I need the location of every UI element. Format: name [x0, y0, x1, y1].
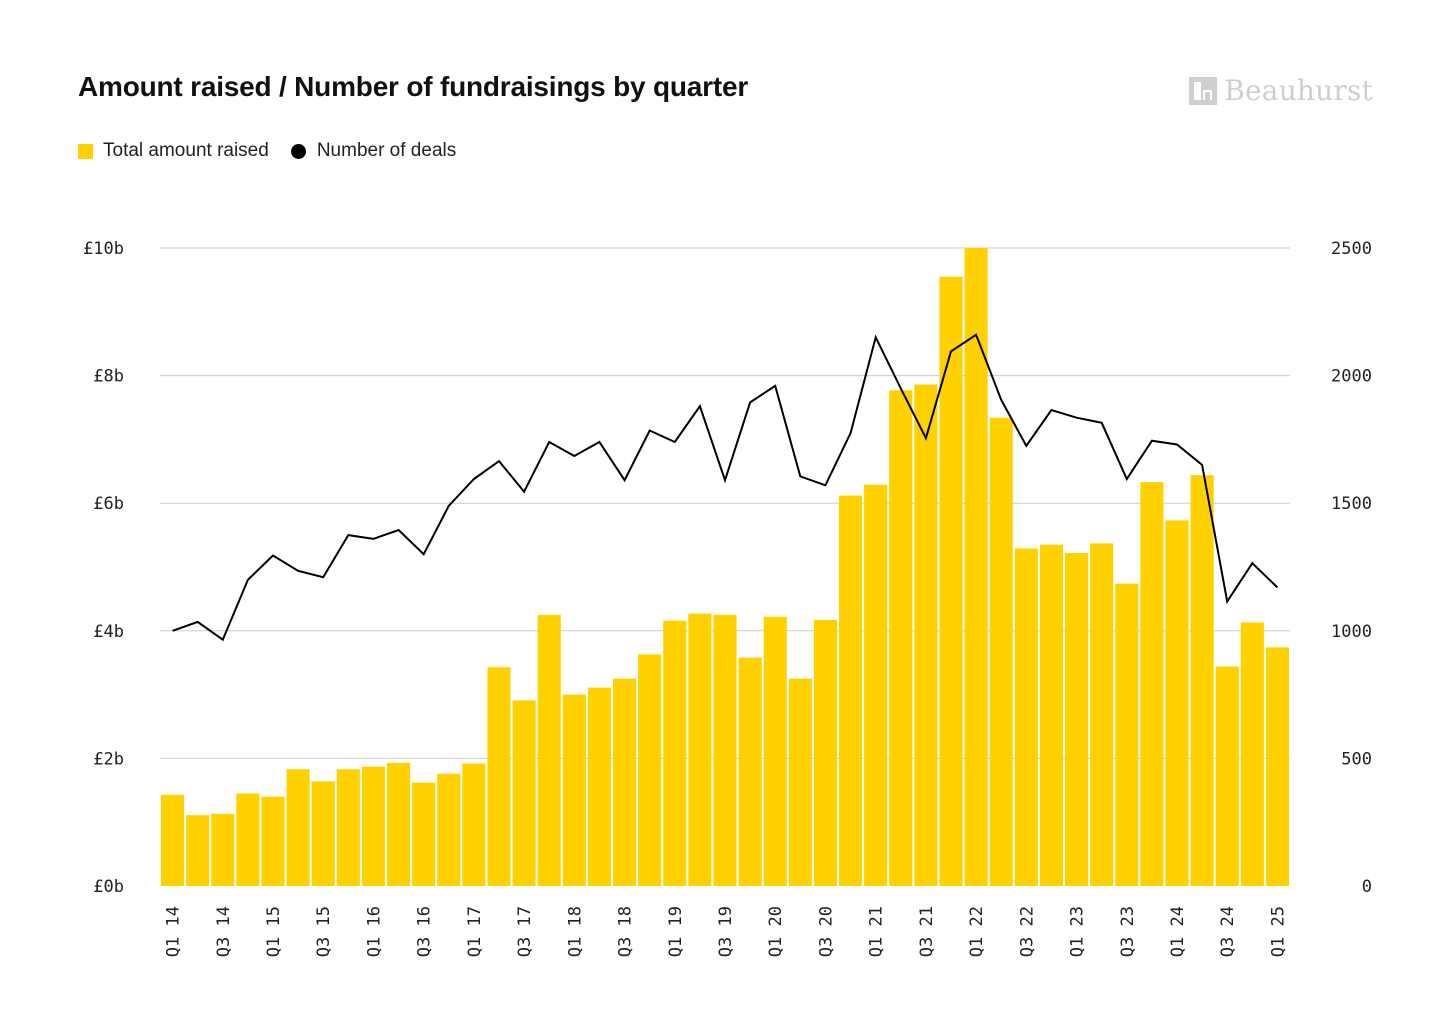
- bar-amount-raised: [839, 495, 863, 886]
- x-tick-label: Q1 16: [364, 906, 384, 957]
- x-tick-label: Q1 19: [666, 906, 686, 957]
- y-left-tick-label: £0b: [93, 877, 124, 897]
- bar-amount-raised: [462, 763, 486, 886]
- bar-amount-raised: [311, 781, 335, 886]
- bar-amount-raised: [487, 667, 511, 886]
- bar-amount-raised: [763, 616, 787, 886]
- bar-amount-raised: [864, 484, 888, 886]
- y-right-tick-label: 0: [1362, 877, 1372, 897]
- bar-amount-raised: [1115, 583, 1139, 886]
- bar-amount-raised: [1215, 666, 1239, 886]
- y-right-tick-label: 1000: [1331, 622, 1372, 642]
- x-tick-label: Q3 19: [716, 906, 736, 957]
- bar-amount-raised: [964, 248, 988, 886]
- brand-logo: Beauhurst: [1189, 74, 1373, 107]
- bar-amount-raised: [613, 678, 637, 886]
- legend-swatch-amount: [78, 143, 93, 159]
- y-left-tick-label: £2b: [93, 749, 124, 769]
- bar-amount-raised: [1240, 622, 1264, 886]
- legend-label-amount: Total amount raised: [103, 140, 269, 161]
- bar-amount-raised: [186, 815, 210, 886]
- bar-amount-raised: [738, 657, 762, 886]
- brand-name: Beauhurst: [1224, 74, 1373, 107]
- x-tick-label: Q3 20: [816, 906, 836, 957]
- x-tick-label: Q1 17: [465, 906, 485, 957]
- bar-amount-raised: [1140, 482, 1164, 886]
- x-tick-label: Q3 21: [917, 906, 937, 957]
- x-tick-label: Q1 22: [967, 906, 987, 957]
- x-tick-label: Q3 14: [214, 906, 234, 957]
- bar-amount-raised: [914, 384, 938, 886]
- bar-amount-raised: [1090, 543, 1114, 886]
- x-tick-label: Q3 22: [1017, 906, 1037, 957]
- x-tick-label: Q1 18: [565, 906, 585, 957]
- bar-amount-raised: [663, 620, 687, 886]
- bar-amount-raised: [261, 796, 285, 886]
- bar-amount-raised: [412, 782, 436, 886]
- x-tick-label: Q1 24: [1168, 906, 1188, 957]
- bar-amount-raised: [437, 773, 461, 886]
- bar-amount-raised: [512, 700, 536, 886]
- bar-amount-raised: [1165, 520, 1189, 886]
- bar-amount-raised: [1039, 544, 1063, 886]
- bar-amount-raised: [236, 793, 260, 886]
- y-left-tick-label: £8b: [93, 367, 124, 387]
- y-right-tick-label: 1500: [1331, 494, 1372, 514]
- bar-amount-raised: [562, 694, 586, 886]
- bar-amount-raised: [638, 654, 662, 886]
- bar-amount-raised: [989, 417, 1013, 886]
- bar-amount-raised: [361, 766, 385, 886]
- bar-amount-raised: [713, 614, 737, 886]
- bar-amount-raised: [1265, 647, 1289, 886]
- bar-amount-raised: [587, 687, 611, 886]
- chart-legend: Total amount raised Number of deals: [78, 140, 478, 162]
- bar-amount-raised: [387, 762, 411, 886]
- bar-amount-raised: [211, 813, 235, 886]
- y-right-tick-label: 500: [1341, 749, 1372, 769]
- x-tick-label: Q1 23: [1068, 906, 1088, 957]
- legend-label-deals: Number of deals: [316, 140, 457, 161]
- bar-amount-raised: [1190, 475, 1214, 886]
- legend-item-amount: Total amount raised: [78, 140, 269, 162]
- legend-swatch-deals: [290, 143, 306, 159]
- legend-item-deals: Number of deals: [290, 140, 457, 162]
- bar-amount-raised: [813, 619, 837, 886]
- y-right-tick-label: 2500: [1331, 239, 1372, 259]
- line-number-of-deals: [172, 333, 1279, 642]
- y-left-tick-label: £10b: [83, 239, 124, 259]
- x-tick-label: Q3 17: [515, 906, 535, 957]
- x-tick-label: Q3 24: [1218, 906, 1238, 957]
- bar-amount-raised: [1014, 548, 1038, 886]
- y-left-tick-label: £4b: [93, 622, 124, 642]
- x-tick-label: Q1 20: [766, 906, 786, 957]
- bar-amount-raised: [889, 390, 913, 886]
- bar-amount-raised: [788, 678, 812, 886]
- beauhurst-logo-icon: [1189, 76, 1218, 105]
- x-tick-label: Q1 14: [164, 906, 184, 957]
- bar-amount-raised: [161, 794, 185, 886]
- x-tick-label: Q1 15: [264, 906, 284, 957]
- x-tick-label: Q3 18: [616, 906, 636, 957]
- x-tick-label: Q1 25: [1268, 906, 1288, 957]
- x-tick-label: Q3 16: [415, 906, 435, 957]
- bar-amount-raised: [1065, 552, 1089, 886]
- x-tick-label: Q3 23: [1118, 906, 1138, 957]
- x-tick-label: Q3 15: [314, 906, 334, 957]
- bar-amount-raised: [537, 614, 561, 886]
- bar-amount-raised: [939, 276, 963, 887]
- bar-amount-raised: [688, 613, 712, 886]
- chart-title: Amount raised / Number of fundraisings b…: [78, 71, 749, 102]
- bar-amount-raised: [286, 769, 310, 886]
- x-tick-label: Q1 21: [867, 906, 887, 957]
- y-left-tick-label: £6b: [93, 494, 124, 514]
- y-right-tick-label: 2000: [1331, 367, 1372, 387]
- bar-amount-raised: [336, 769, 360, 886]
